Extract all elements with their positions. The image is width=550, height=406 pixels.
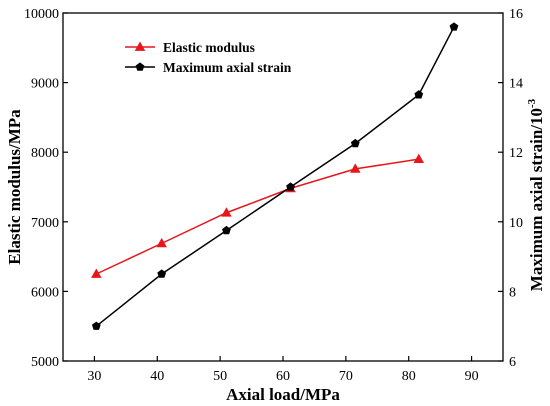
x-tick-label: 60 <box>276 369 290 384</box>
legend-marker-maximum-axial-strain <box>135 62 145 71</box>
data-point-maximum-axial-strain <box>414 90 424 99</box>
y-left-tick-label: 10000 <box>24 7 59 22</box>
data-point-elastic-modulus <box>413 153 424 164</box>
data-point-maximum-axial-strain <box>222 225 231 235</box>
axis-ticks: 30 40 50 60 70 80 90 5000 6000 7000 8000 9000 10000 6… <box>24 7 523 384</box>
data-point-maximum-axial-strain <box>350 138 360 148</box>
x-tick-label: 70 <box>339 369 353 384</box>
legend-label-elastic-modulus: Elastic modulus <box>163 40 255 55</box>
y-left-tick-label: 8000 <box>31 146 59 161</box>
y-left-tick-label: 7000 <box>31 216 59 231</box>
legend-label-maximum-axial-strain: Maximum axial strain <box>163 60 292 75</box>
data-point-maximum-axial-strain <box>286 182 295 191</box>
series-line-elastic-modulus <box>95 158 419 275</box>
data-point-maximum-axial-strain <box>449 22 459 31</box>
y-axis-left-title: Elastic modulus/MPa <box>5 109 24 265</box>
legend-marker-elastic-modulus <box>134 41 146 51</box>
y-right-tick-label: 12 <box>509 146 523 161</box>
y-right-tick-label: 6 <box>509 355 516 370</box>
y-right-tick-label: 14 <box>509 77 523 92</box>
x-tick-label: 80 <box>402 369 416 384</box>
y-axis-right-title-exponent: -3 <box>526 98 538 108</box>
x-tick-label: 50 <box>213 369 227 384</box>
series-layer <box>91 22 459 330</box>
y-right-tick-label: 10 <box>509 216 523 231</box>
y-axis-right-title: Maximum axial strain/10-3 <box>526 98 546 291</box>
y-left-tick-label: 5000 <box>31 355 59 370</box>
x-tick-label: 30 <box>87 369 101 384</box>
data-point-maximum-axial-strain <box>157 269 167 278</box>
data-point-elastic-modulus <box>156 237 167 248</box>
x-tick-label: 40 <box>150 369 164 384</box>
y-right-tick-label: 8 <box>509 285 516 300</box>
y-axis-right-title-main: Maximum axial strain/10 <box>527 108 546 291</box>
data-point-elastic-modulus <box>221 207 232 217</box>
y-left-tick-label: 6000 <box>31 285 59 300</box>
data-point-maximum-axial-strain <box>91 321 101 330</box>
data-point-elastic-modulus <box>91 268 102 278</box>
data-point-elastic-modulus <box>350 163 361 173</box>
y-right-tick-label: 16 <box>509 7 523 22</box>
y-left-tick-label: 9000 <box>31 77 59 92</box>
x-axis-title: Axial load/MPa <box>226 385 340 404</box>
x-tick-label: 90 <box>465 369 479 384</box>
legend: Elastic modulus Maximum axial strain <box>125 40 292 75</box>
